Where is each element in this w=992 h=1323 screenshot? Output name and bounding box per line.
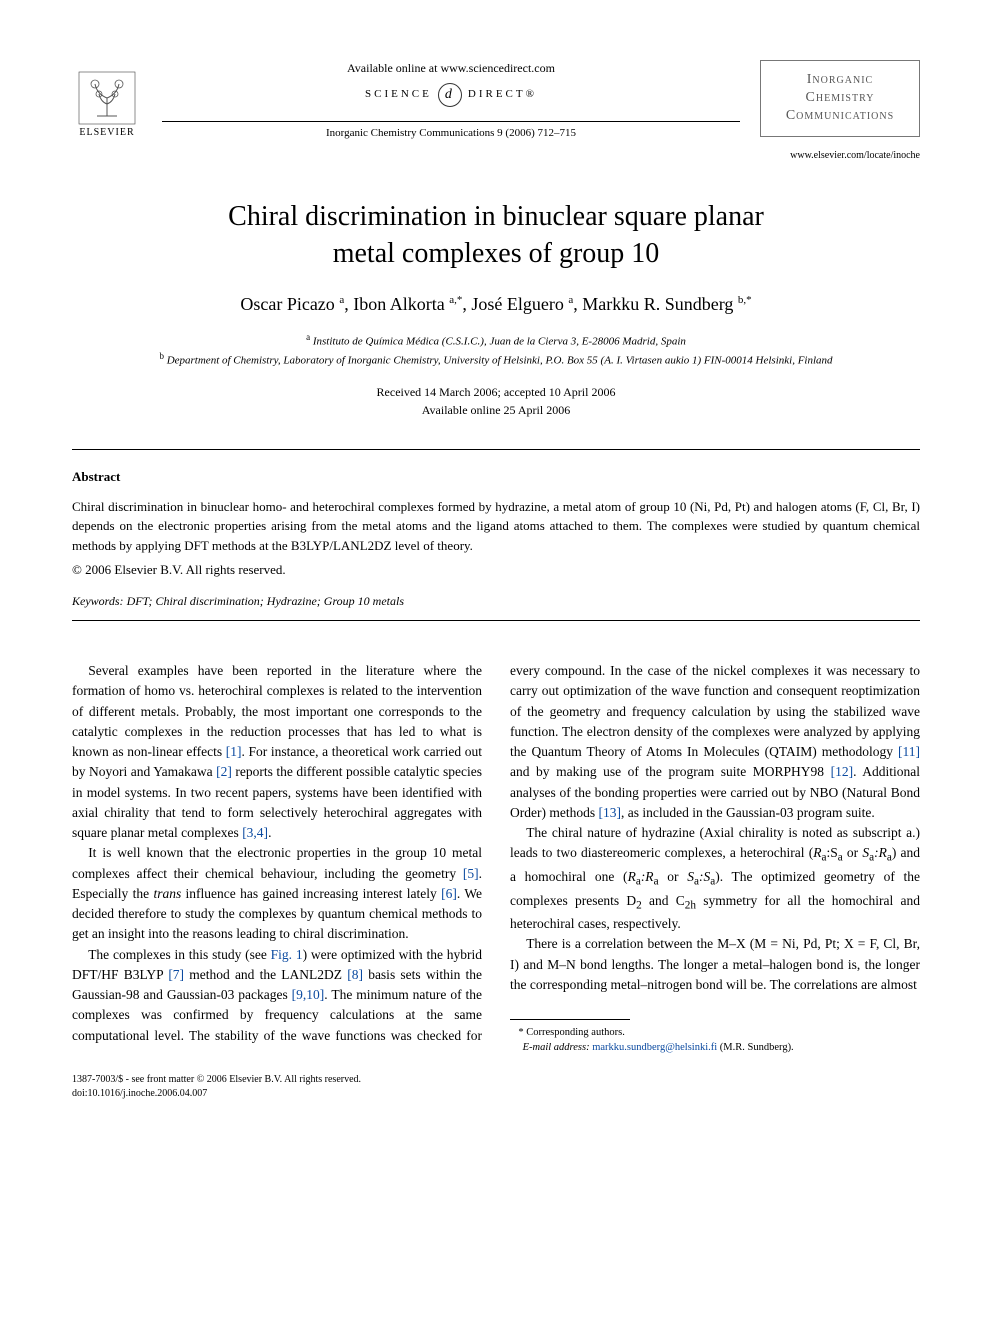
sd-left: SCIENCE (365, 87, 432, 102)
article-dates: Received 14 March 2006; accepted 10 Apri… (72, 383, 920, 419)
ref-11[interactable]: [11] (898, 744, 920, 759)
header-center: Available online at www.sciencedirect.co… (142, 60, 760, 141)
email-who: (M.R. Sundberg). (717, 1042, 794, 1053)
affiliation-b: b Department of Chemistry, Laboratory of… (72, 350, 920, 369)
journal-logo-line2: Chemistry (767, 89, 913, 107)
elsevier-logo: ELSEVIER (72, 60, 142, 140)
ref-6[interactable]: [6] (441, 886, 457, 901)
abstract-copyright: © 2006 Elsevier B.V. All rights reserved… (72, 561, 920, 579)
ref-8[interactable]: [8] (347, 967, 363, 982)
sciencedirect-logo: SCIENCE d DIRECT® (162, 83, 740, 107)
email-label: E-mail address: (523, 1042, 593, 1053)
ref-1[interactable]: [1] (226, 744, 242, 759)
keywords-text: DFT; Chiral discrimination; Hydrazine; G… (127, 594, 404, 608)
journal-logo-line1: Inorganic (767, 71, 913, 89)
affiliations: a Instituto de Química Médica (C.S.I.C.)… (72, 331, 920, 369)
authors: Oscar Picazo a, Ibon Alkorta a,*, José E… (72, 292, 920, 317)
ref-5[interactable]: [5] (463, 866, 479, 881)
body-p4: The chiral nature of hydrazine (Axial ch… (510, 823, 920, 934)
fig-1-link[interactable]: Fig. 1 (271, 947, 303, 962)
bottom-meta: 1387-7003/$ - see front matter © 2006 El… (72, 1073, 920, 1101)
abstract-text: Chiral discrimination in binuclear homo-… (72, 497, 920, 556)
elsevier-label: ELSEVIER (79, 126, 134, 140)
abstract-heading: Abstract (72, 468, 920, 486)
body-p5: There is a correlation between the M–X (… (510, 934, 920, 995)
footnote-email: E-mail address: markku.sundberg@helsinki… (510, 1041, 920, 1056)
elsevier-tree-icon (77, 70, 137, 126)
journal-url: www.elsevier.com/locate/inoche (72, 149, 920, 163)
body-p2: It is well known that the electronic pro… (72, 843, 482, 944)
front-matter-line: 1387-7003/$ - see front matter © 2006 El… (72, 1073, 920, 1087)
available-online-text: Available online at www.sciencedirect.co… (162, 60, 740, 77)
author-2-sup: a,* (449, 294, 462, 306)
affiliation-a: a Instituto de Química Médica (C.S.I.C.)… (72, 331, 920, 350)
body-columns: Several examples have been reported in t… (72, 661, 920, 1055)
title-line1: Chiral discrimination in binuclear squar… (228, 201, 764, 232)
aff-b-text: Department of Chemistry, Laboratory of I… (164, 355, 833, 367)
author-4-sup: b,* (738, 294, 752, 306)
journal-logo-block: Inorganic Chemistry Communications (760, 60, 920, 137)
journal-reference: Inorganic Chemistry Communications 9 (20… (162, 126, 740, 141)
ref-3-4[interactable]: [3,4] (242, 825, 268, 840)
sd-right: DIRECT® (468, 87, 537, 102)
online-date: Available online 25 April 2006 (72, 401, 920, 419)
page-header: ELSEVIER Available online at www.science… (72, 60, 920, 141)
author-1: Oscar Picazo (240, 294, 339, 314)
keywords-label: Keywords: (72, 594, 127, 608)
received-date: Received 14 March 2006; accepted 10 Apri… (72, 383, 920, 401)
ref-7[interactable]: [7] (168, 967, 184, 982)
sd-ring-icon: d (438, 83, 462, 107)
article-title: Chiral discrimination in binuclear squar… (72, 199, 920, 272)
footnote-separator (510, 1019, 630, 1020)
doi-line: doi:10.1016/j.inoche.2006.04.007 (72, 1087, 920, 1101)
ref-12[interactable]: [12] (831, 764, 854, 779)
ref-2[interactable]: [2] (216, 764, 232, 779)
abstract-top-rule (72, 449, 920, 450)
journal-logo: Inorganic Chemistry Communications (760, 60, 920, 137)
email-link[interactable]: markku.sundberg@helsinki.fi (592, 1042, 717, 1053)
aff-a-text: Instituto de Química Médica (C.S.I.C.), … (310, 336, 686, 348)
ref-13[interactable]: [13] (598, 805, 621, 820)
body-p1: Several examples have been reported in t… (72, 661, 482, 843)
ref-9-10[interactable]: [9,10] (292, 987, 325, 1002)
journal-logo-line3: Communications (767, 107, 913, 125)
keywords: Keywords: DFT; Chiral discrimination; Hy… (72, 593, 920, 610)
footnotes: * Corresponding authors. E-mail address:… (510, 1026, 920, 1055)
header-rule (162, 121, 740, 122)
author-2: , Ibon Alkorta (344, 294, 449, 314)
abstract-bottom-rule (72, 620, 920, 621)
corresponding-authors: * Corresponding authors. (510, 1026, 920, 1041)
title-line2: metal complexes of group 10 (333, 238, 660, 269)
author-4: , Markku R. Sundberg (573, 294, 738, 314)
author-3: , José Elguero (462, 294, 568, 314)
trans-italic: trans (153, 886, 181, 901)
